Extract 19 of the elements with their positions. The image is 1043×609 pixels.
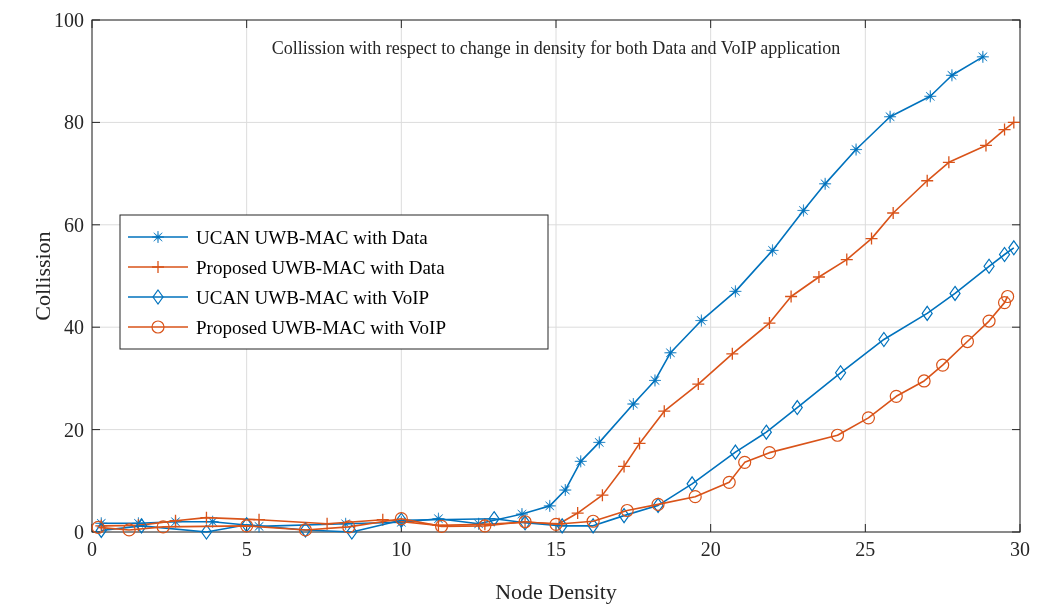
x-axis-title: Node Density [495, 579, 617, 604]
y-tick-label: 100 [54, 9, 84, 31]
x-tick-label: 30 [1010, 538, 1030, 560]
y-axis-title: Collission [30, 231, 55, 321]
legend-label: UCAN UWB-MAC with Data [196, 227, 429, 248]
x-tick-label: 5 [241, 538, 252, 560]
text: Collission with respect to change in density for both Data and VoIP application [271, 38, 841, 58]
x-tick-label: 15 [546, 538, 566, 560]
y-tick-label: 0 [74, 521, 84, 543]
y-tick-label: 60 [64, 213, 84, 236]
y-tick-label: 40 [64, 316, 84, 339]
x-tick-label: 25 [855, 538, 876, 560]
legend-label: UCAN UWB-MAC with VoIP [196, 287, 430, 308]
x-tick-label: 20 [700, 538, 721, 560]
y-tick-label: 20 [64, 418, 84, 441]
legend-label: Proposed UWB-MAC with Data [196, 257, 446, 278]
y-tick-label: 80 [64, 111, 84, 134]
x-tick-label: 10 [391, 538, 412, 560]
legend-label: Proposed UWB-MAC with VoIP [196, 317, 447, 338]
